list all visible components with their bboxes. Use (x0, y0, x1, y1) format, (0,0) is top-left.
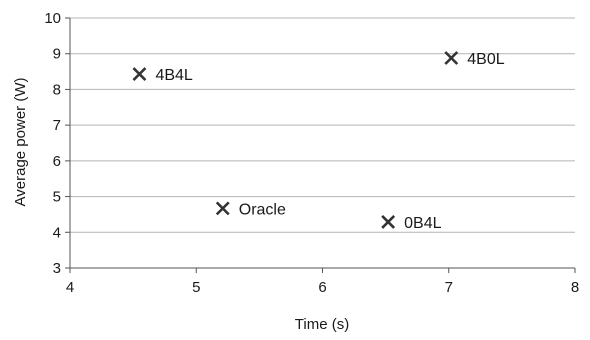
point-label: 0B4L (404, 215, 441, 232)
x-tick-label: 6 (318, 279, 326, 296)
x-tick-label: 5 (192, 279, 200, 296)
data-point: 4B0L (444, 51, 505, 68)
x-tick-label: 8 (571, 279, 579, 296)
data-point: 0B4L (381, 215, 442, 232)
y-tick-label: 5 (53, 189, 61, 206)
y-tick-label: 9 (53, 46, 61, 63)
y-tick-label: 8 (53, 81, 61, 98)
x-axis-title: Time (s) (295, 316, 349, 333)
data-points: 4B4L 4B0L Oracle 0B4L (132, 51, 505, 232)
x-tick-label: 7 (445, 279, 453, 296)
y-tick-label: 3 (53, 260, 61, 277)
grid (70, 17, 575, 269)
axes (65, 17, 576, 273)
point-label: Oracle (239, 201, 286, 218)
x-tick-label: 4 (66, 279, 74, 296)
y-tick-label: 7 (53, 117, 61, 134)
x-marker (132, 67, 147, 81)
x-marker (381, 215, 396, 229)
point-label: 4B0L (467, 51, 504, 68)
x-marker (215, 201, 230, 216)
data-point: 4B4L (132, 67, 193, 84)
point-label: 4B4L (155, 67, 192, 84)
x-marker (444, 51, 459, 65)
y-tick-label: 6 (53, 153, 61, 170)
y-tick-label: 10 (44, 10, 61, 27)
data-point: Oracle (215, 201, 286, 218)
y-tick-label: 4 (53, 224, 61, 241)
y-axis-title: Average power (W) (12, 78, 29, 207)
